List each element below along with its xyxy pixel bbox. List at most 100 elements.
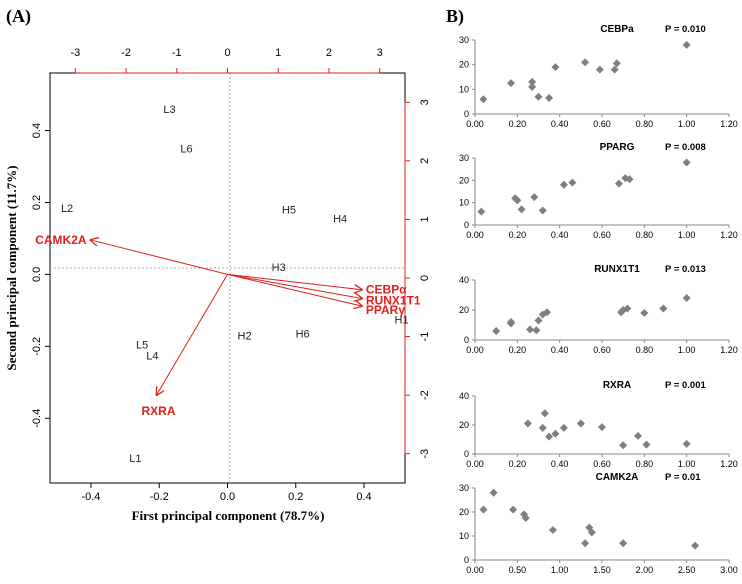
- subplot-x-tick-label: 0.60: [593, 459, 611, 469]
- observation-label: H3: [272, 262, 286, 274]
- subplot-x-tick-label: 0.60: [593, 119, 611, 129]
- data-point: [682, 40, 691, 49]
- data-point: [545, 93, 554, 102]
- data-point: [506, 319, 515, 328]
- subplot-x-tick-label: 1.00: [678, 230, 696, 240]
- biplot-top-axis: -3 -2 -1 0 1 2 3: [70, 47, 383, 74]
- subplot-x-tick-label: 1.20: [720, 345, 738, 355]
- left-tick-label: 0.0: [31, 267, 43, 282]
- right-tick-label: -2: [419, 390, 431, 400]
- subplot-x-tick-label: 0.20: [509, 119, 527, 129]
- data-point: [619, 441, 628, 450]
- subplot-title: CEBPa: [600, 24, 634, 35]
- data-point: [479, 95, 488, 104]
- subplot-x-tick-label: 0.40: [551, 345, 569, 355]
- subplot-x-tick-label: 0.80: [636, 459, 654, 469]
- subplot-y-tick-label: 0: [464, 335, 469, 345]
- data-point: [568, 178, 577, 187]
- subplot-x-tick-label: 0.80: [636, 345, 654, 355]
- observation-label: H1: [395, 314, 409, 326]
- biplot-x-title: First principal component (78.7%): [132, 508, 325, 523]
- subplot-p-value: P = 0.001: [665, 380, 706, 391]
- data-point: [506, 79, 515, 88]
- subplot-y-tick-label: 20: [459, 420, 469, 430]
- subplot-y-tick-label: 0: [464, 220, 469, 230]
- data-point: [659, 304, 668, 313]
- subplot-x-tick-label: 0.50: [509, 565, 527, 575]
- data-point: [619, 539, 628, 548]
- top-tick-label: 0: [224, 47, 230, 59]
- right-tick-label: 0: [419, 275, 431, 281]
- data-point: [551, 429, 560, 438]
- panel-b-label: B): [446, 6, 464, 27]
- subplot-y-tick-label: 30: [459, 35, 469, 45]
- data-point: [614, 179, 623, 188]
- subplot-y-tick-label: 20: [459, 305, 469, 315]
- data-point: [528, 82, 537, 91]
- subplot-x-tick-label: 0.40: [551, 230, 569, 240]
- subplot-y-tick-label: 20: [459, 175, 469, 185]
- top-tick-label: -3: [70, 47, 80, 59]
- bottom-tick-label: -0.4: [81, 491, 100, 503]
- bottom-tick-label: 0.4: [356, 491, 371, 503]
- data-point: [534, 92, 543, 101]
- observation-label: L5: [136, 340, 148, 352]
- data-point: [625, 175, 634, 184]
- subplot-x-tick-label: 1.20: [720, 119, 738, 129]
- loading-arrow: [91, 240, 228, 275]
- subplot-x-tick-label: 0.60: [593, 230, 611, 240]
- data-point: [523, 419, 532, 428]
- right-tick-label: 1: [419, 216, 431, 222]
- observation-label: H4: [333, 214, 347, 226]
- right-tick-label: 3: [419, 99, 431, 105]
- data-point: [640, 309, 649, 317]
- data-point: [532, 326, 541, 335]
- bottom-tick-label: 0.0: [220, 491, 235, 503]
- subplot-p-value: P = 0.010: [665, 24, 706, 35]
- subplot-x-tick-label: 1.20: [720, 459, 738, 469]
- subplot-p-value: P = 0.01: [665, 472, 701, 483]
- data-point: [528, 77, 537, 86]
- loading-arrow: [157, 274, 228, 395]
- data-point: [530, 193, 539, 202]
- subplot-x-tick-label: 0.40: [551, 459, 569, 469]
- bottom-tick-label: -0.2: [150, 491, 169, 503]
- data-point: [509, 505, 518, 514]
- subplot-y-tick-label: 10: [459, 198, 469, 208]
- data-point: [538, 206, 547, 215]
- data-point: [595, 65, 604, 74]
- data-point: [489, 488, 498, 497]
- subplot-cebpa: 0 10 20 30 0.00 0.20 0.40 0.60 0.80 1.00 1.20 CEBPa…: [459, 24, 738, 129]
- subplot-x-tick-label: 3.00: [720, 565, 738, 575]
- data-point: [623, 304, 632, 313]
- right-tick-label: -1: [419, 332, 431, 342]
- subplot-x-tick-label: 0.00: [466, 230, 484, 240]
- observation-label: L6: [180, 144, 192, 156]
- subplot-x-tick-label: 0.20: [509, 345, 527, 355]
- subplot-x-tick-label: 0.00: [466, 459, 484, 469]
- subplot-x-tick-label: 0.00: [466, 345, 484, 355]
- observation-label: H5: [282, 205, 296, 217]
- observation-label: L4: [146, 350, 158, 362]
- subplot-x-tick-label: 1.00: [678, 119, 696, 129]
- subplot-x-tick-label: 0.20: [509, 230, 527, 240]
- data-point: [538, 423, 547, 432]
- subplot-y-tick-label: 10: [459, 531, 469, 541]
- data-point: [559, 180, 568, 189]
- subplot-title: RXRA: [603, 380, 631, 391]
- data-point: [682, 294, 691, 302]
- data-point: [559, 423, 568, 432]
- subplot-rxra: 0 20 40 0.00 0.20 0.40 0.60 0.80 1.00 1.20 RXRA P =…: [459, 380, 738, 469]
- observation-label: L3: [163, 104, 175, 116]
- subplot-x-tick-label: 1.50: [593, 565, 611, 575]
- subplot-x-tick-label: 0.40: [551, 119, 569, 129]
- subplot-x-tick-label: 2.50: [678, 565, 696, 575]
- subplot-y-tick-label: 30: [459, 153, 469, 163]
- subplot-x-tick-label: 2.00: [636, 565, 654, 575]
- right-tick-label: 2: [419, 158, 431, 164]
- data-point: [576, 419, 585, 428]
- subplot-p-value: P = 0.008: [665, 142, 706, 153]
- loading-label: CEBPα: [366, 283, 407, 297]
